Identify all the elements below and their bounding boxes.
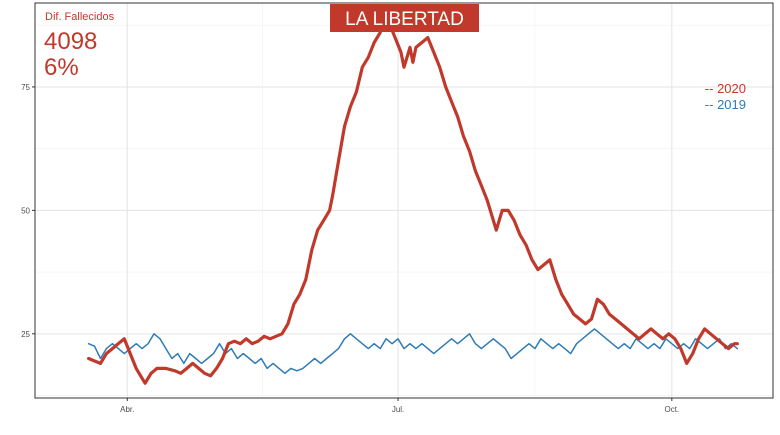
plot-border	[34, 2, 774, 399]
chart-title-box	[330, 4, 479, 32]
x-tick-label: Oct.	[664, 405, 679, 414]
y-tick-label: 75	[21, 83, 30, 92]
annotation-value: 4098	[44, 28, 97, 55]
legend-2020: -- 2020	[705, 81, 746, 96]
x-axis: Abr. Jul. Oct.	[120, 398, 679, 414]
legend-2019: -- 2019	[705, 97, 746, 112]
y-axis: 25 50 75	[21, 83, 35, 339]
series-line-2020	[87, 16, 739, 385]
series-lines	[87, 16, 739, 385]
y-tick-label: 25	[21, 330, 30, 339]
series-line-2019	[87, 328, 739, 375]
y-tick-label: 50	[21, 206, 30, 215]
annotation-percent: 6%	[44, 54, 79, 81]
x-tick-label: Abr.	[120, 405, 134, 414]
x-tick-label: Jul.	[392, 405, 404, 414]
chart-grid	[35, 3, 773, 398]
chart-title: LA LIBERTAD	[345, 9, 464, 30]
annotation-label: Dif. Fallecidos	[45, 11, 115, 23]
